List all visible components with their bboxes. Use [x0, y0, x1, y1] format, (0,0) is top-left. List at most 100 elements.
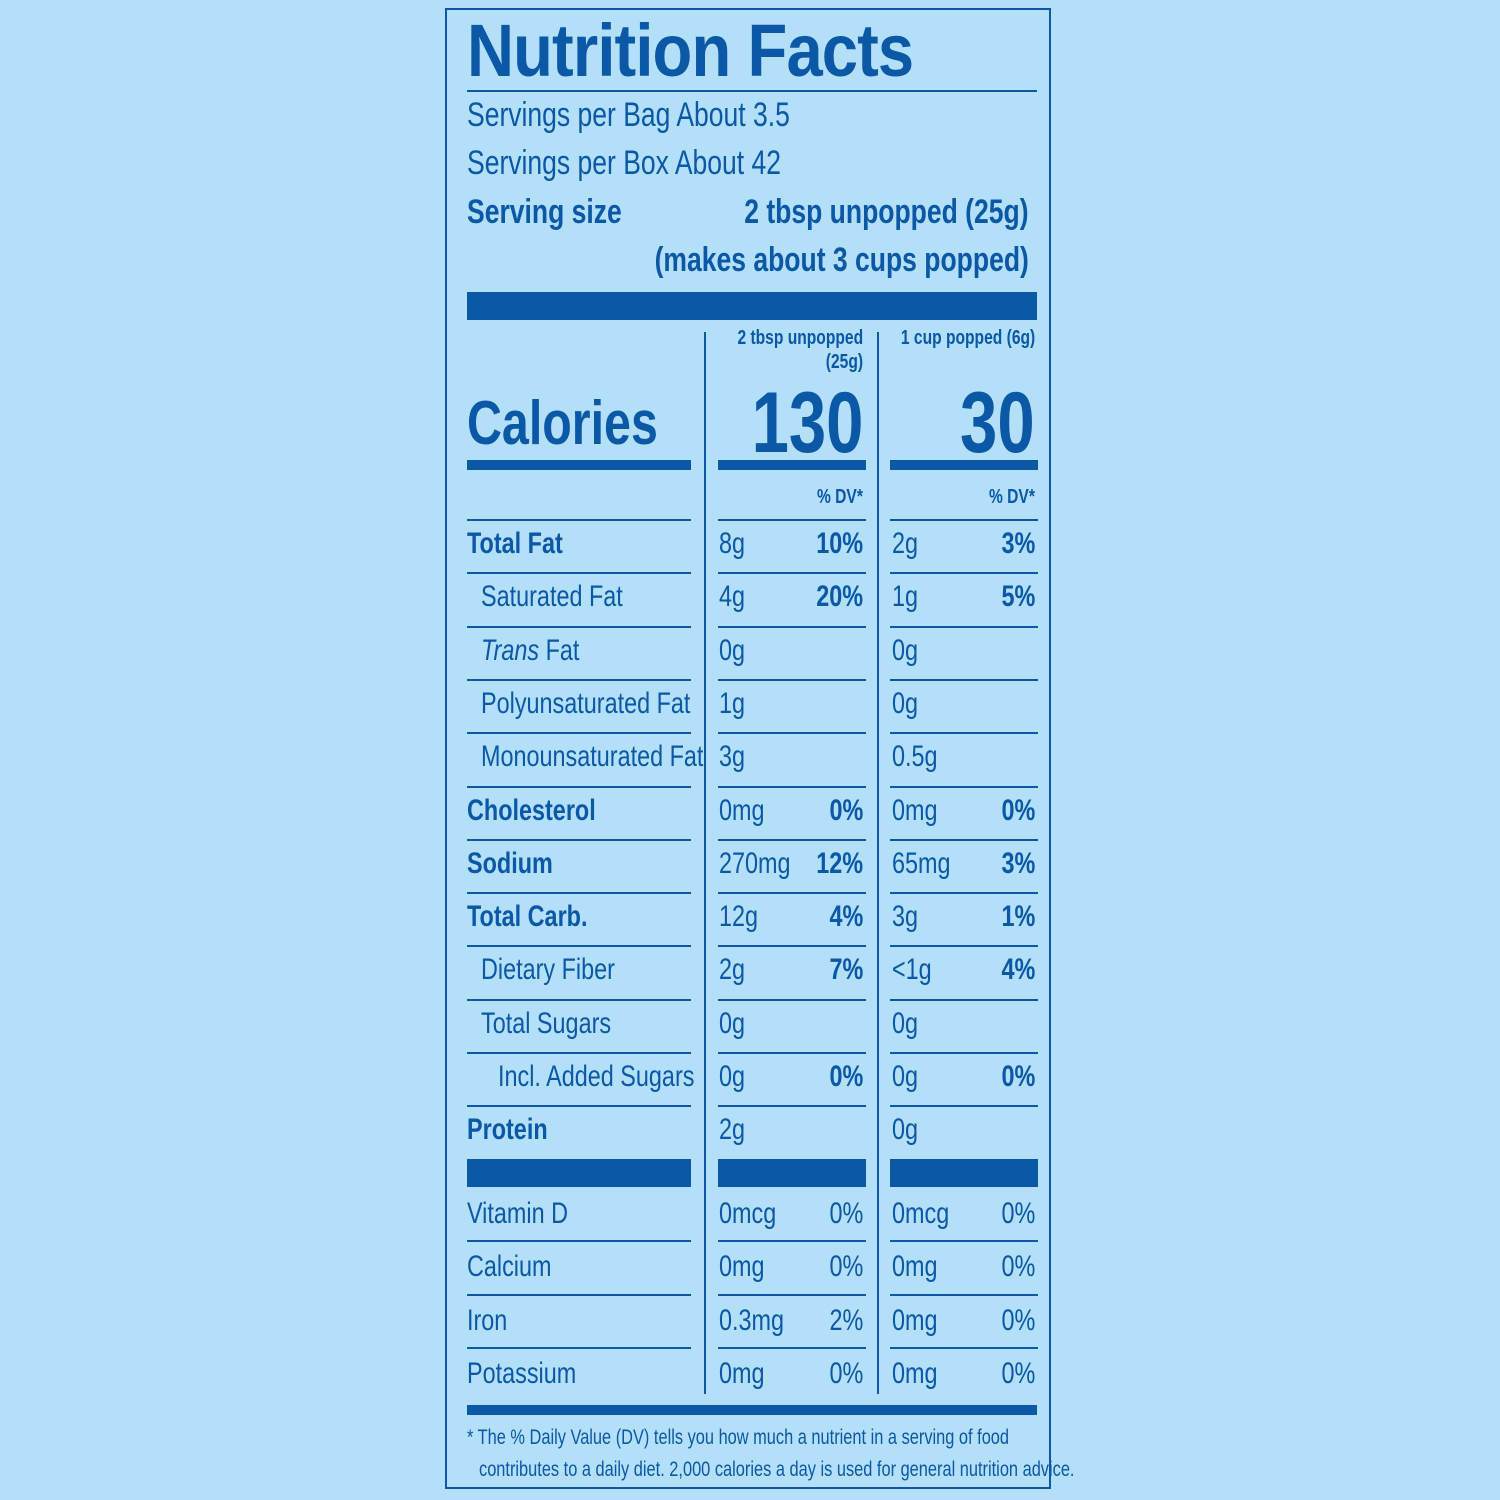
- nutrient-dv-col2: 3%: [1001, 846, 1035, 880]
- vitamin-dv-col1: 0%: [829, 1250, 863, 1284]
- row-separator: [718, 625, 866, 628]
- nutrient-dv-col1: 10%: [816, 527, 863, 560]
- nutrient-amount-col2: 65mg: [892, 846, 951, 880]
- nutrient-amount-col2: 0.5g: [892, 740, 938, 774]
- calories-label: Calories: [467, 389, 658, 458]
- nutrient-name: Polyunsaturated Fat: [481, 686, 691, 720]
- vitamin-amount-col1: 0.3mg: [719, 1303, 785, 1337]
- serving-size-note: (makes about 3 cups popped): [654, 241, 1029, 279]
- calories-bar-col1: [718, 460, 866, 470]
- nutrient-name: Total Sugars: [481, 1006, 612, 1040]
- vitamin-amount-col2: 0mg: [892, 1356, 938, 1390]
- divider-thick: [467, 292, 1037, 320]
- row-separator: [890, 1346, 1038, 1349]
- nutrient-name-rest: Fat: [539, 633, 580, 667]
- vitamin-dv-col1: 2%: [829, 1303, 863, 1337]
- vitamin-bar-col2: [890, 1159, 1038, 1187]
- serving-size-label: Serving size: [467, 193, 622, 231]
- vitamin-dv-col2: 0%: [1001, 1197, 1035, 1230]
- row-separator: [467, 785, 691, 788]
- nutrient-amount-col2: <1g: [892, 953, 932, 987]
- row-separator: [467, 625, 691, 628]
- nutrient-name: Monounsaturated Fat: [481, 740, 704, 774]
- footer-bar: [467, 1405, 1037, 1415]
- row-separator: [718, 732, 866, 735]
- column-divider-2: [877, 332, 879, 1394]
- row-separator: [890, 1105, 1038, 1108]
- nutrient-name: Protein: [467, 1113, 548, 1147]
- nutrient-amount-col1: 2g: [719, 953, 746, 987]
- nutrient-amount-col2: 3g: [892, 900, 919, 934]
- calories-col2: 30: [960, 375, 1035, 471]
- vitamin-bar-col1: [718, 1159, 866, 1187]
- vitamin-amount-col1: 0mg: [719, 1250, 765, 1284]
- row-separator: [467, 998, 691, 1001]
- dv-header-col2: % DV*: [989, 486, 1035, 508]
- dv-header-col1: % DV*: [817, 486, 863, 508]
- row-separator: [467, 1052, 691, 1054]
- row-separator: [467, 1240, 691, 1243]
- nutrient-dv-col1: 4%: [829, 900, 863, 934]
- col1-header: 2 tbsp unpopped (25g): [737, 327, 863, 373]
- row-separator: [890, 732, 1038, 735]
- vitamin-amount-col1: 0mg: [719, 1356, 765, 1390]
- vitamin-dv-col2: 0%: [1001, 1303, 1035, 1337]
- nutrient-dv-col2: 3%: [1001, 527, 1035, 560]
- nutrient-amount-col1: 0g: [719, 1006, 746, 1040]
- nutrient-amount-col1: 0g: [719, 1060, 746, 1093]
- vitamin-bar-label: [467, 1159, 691, 1187]
- row-separator: [890, 945, 1038, 948]
- row-separator: [718, 945, 866, 948]
- row-separator: [718, 1052, 866, 1054]
- row-separator: [467, 945, 691, 948]
- nutrient-dv-col2: 1%: [1001, 900, 1035, 934]
- nutrition-facts-label: Nutrition Facts Servings per Bag About 3…: [445, 8, 1074, 1489]
- row-separator: [718, 998, 866, 1001]
- vitamin-dv-col2: 0%: [1001, 1356, 1035, 1390]
- row-separator: [890, 625, 1038, 628]
- row-separator: [718, 1293, 866, 1296]
- row-separator: [718, 519, 866, 521]
- column-divider-1: [704, 332, 706, 1394]
- row-separator: [890, 1240, 1038, 1243]
- nutrient-amount-col2: 0g: [892, 633, 919, 667]
- nutrient-amount-col2: 2g: [892, 527, 919, 560]
- nutrient-amount-col1: 4g: [719, 580, 746, 614]
- nutrient-name: Total Fat: [467, 527, 563, 560]
- row-separator: [890, 572, 1038, 575]
- row-separator: [467, 519, 691, 521]
- servings-per-bag: Servings per Bag About 3.5: [467, 96, 790, 134]
- vitamin-name: Vitamin D: [467, 1197, 569, 1230]
- row-separator: [467, 678, 691, 681]
- col2-header: 1 cup popped (6g): [900, 327, 1035, 349]
- nutrient-dv-col2: 4%: [1001, 953, 1035, 987]
- vitamin-amount-col2: 0mg: [892, 1303, 938, 1337]
- nutrient-dv-col2: 5%: [1001, 580, 1035, 614]
- row-separator: [467, 1346, 691, 1349]
- footnote-line2: contributes to a daily diet. 2,000 calor…: [479, 1458, 1075, 1481]
- row-separator: [890, 678, 1038, 681]
- row-separator: [890, 838, 1038, 841]
- footnote-line1: * The % Daily Value (DV) tells you how m…: [467, 1426, 1010, 1449]
- row-separator: [718, 1346, 866, 1349]
- nutrient-amount-col1: 12g: [719, 900, 759, 934]
- vitamin-dv-col2: 0%: [1001, 1250, 1035, 1284]
- nutrient-dv-col2: 0%: [1001, 1060, 1035, 1093]
- row-separator: [467, 572, 691, 575]
- row-separator: [718, 1240, 866, 1243]
- vitamin-dv-col1: 0%: [829, 1356, 863, 1390]
- servings-per-box: Servings per Box About 42: [467, 144, 782, 182]
- row-separator: [890, 785, 1038, 788]
- divider-thin: [467, 90, 1037, 92]
- row-separator: [890, 519, 1038, 521]
- nutrient-name: Trans Fat: [481, 633, 580, 667]
- row-separator: [467, 1105, 691, 1108]
- nutrient-dv-col1: 20%: [816, 580, 863, 614]
- nutrient-amount-col1: 0mg: [719, 793, 765, 827]
- vitamin-amount-col2: 0mcg: [892, 1197, 950, 1230]
- nutrient-name: Saturated Fat: [481, 580, 623, 614]
- nutrient-amount-col1: 0g: [719, 633, 746, 667]
- nutrient-name: Sodium: [467, 846, 553, 880]
- nutrient-amount-col1: 1g: [719, 686, 746, 720]
- nutrient-dv-col2: 0%: [1001, 793, 1035, 827]
